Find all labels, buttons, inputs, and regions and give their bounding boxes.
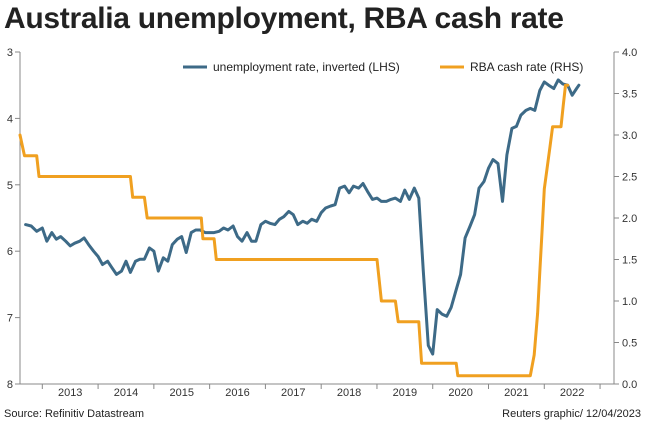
right-tick-label: 0.5: [622, 338, 637, 350]
source-note: Source: Refinitiv Datastream: [4, 408, 144, 420]
right-tick-label: 3.5: [622, 89, 637, 101]
right-tick-label: 2.5: [622, 172, 637, 184]
legend: unemployment rate, inverted (LHS) RBA cas…: [183, 60, 583, 74]
x-tick-label: 2015: [170, 387, 194, 399]
right-tick-label: 1.0: [622, 296, 637, 308]
x-tick-label: 2016: [225, 387, 249, 399]
axes-layer: 3 4 5 6 7 8 0.0 0.5 1.0 1.5 2.0 2.5 3.0 3.5 4.0 2013 201…: [7, 47, 637, 399]
x-tick-label: 2017: [281, 387, 305, 399]
right-tick-label: 4.0: [622, 47, 637, 59]
right-tick-label: 2.0: [622, 213, 637, 225]
unemployment-series-line: [24, 78, 581, 356]
series-layer: [18, 78, 581, 378]
x-tick-label: 2018: [337, 387, 361, 399]
x-tick-label: 2019: [393, 387, 417, 399]
legend-item-unemployment-label: unemployment rate, inverted (LHS): [213, 60, 400, 74]
legend-item-cash-rate-label: RBA cash rate (RHS): [470, 60, 583, 74]
x-tick-label: 2013: [58, 387, 82, 399]
right-tick-label: 3.0: [622, 130, 637, 142]
x-tick-label: 2020: [448, 387, 472, 399]
right-tick-label: 1.5: [622, 255, 637, 267]
credit-note: Reuters graphic/ 12/04/2023: [502, 408, 641, 420]
left-tick-label: 8: [7, 379, 13, 391]
x-tick-label: 2022: [560, 387, 584, 399]
left-tick-label: 3: [7, 47, 13, 59]
left-tick-label: 5: [7, 180, 13, 192]
left-tick-label: 7: [7, 313, 13, 325]
left-tick-label: 6: [7, 246, 13, 258]
right-tick-label: 0.0: [622, 379, 637, 391]
x-tick-label: 2021: [504, 387, 528, 399]
cash-rate-series-line: [18, 83, 570, 378]
chart-title: Australia unemployment, RBA cash rate: [4, 2, 564, 35]
x-tick-label: 2014: [114, 387, 138, 399]
left-tick-label: 4: [7, 113, 13, 125]
